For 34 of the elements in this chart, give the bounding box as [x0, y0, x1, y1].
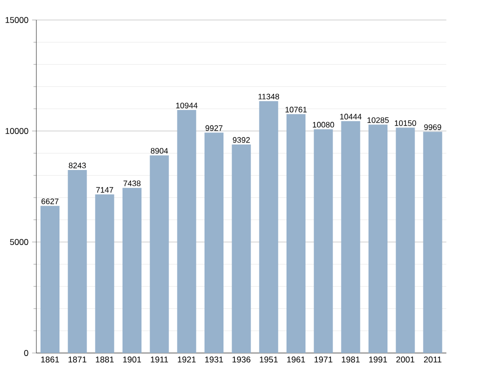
x-tick-label: 1861	[41, 356, 59, 363]
bar	[40, 206, 60, 353]
x-tick-label: 1911	[150, 356, 168, 363]
bar	[232, 144, 251, 353]
x-tick-label: 2011	[424, 356, 442, 363]
x-tick-label: 1961	[287, 356, 306, 363]
x-tick-label: 2001	[396, 356, 414, 363]
bar	[68, 170, 87, 353]
y-tick-label: 5000	[10, 239, 28, 245]
y-tick-label: 15000	[6, 17, 28, 23]
x-tick-label: 1991	[369, 356, 388, 363]
bar	[204, 132, 224, 353]
x-tick-label: 1931	[205, 356, 224, 363]
bar	[368, 124, 388, 353]
bar	[314, 129, 333, 353]
x-tick-label: 1951	[260, 356, 278, 363]
bar	[286, 114, 306, 353]
x-tick-label: 1921	[178, 356, 196, 363]
x-tick-label: 1971	[314, 356, 332, 363]
x-tick-label: 1936	[232, 356, 250, 363]
bar	[259, 101, 278, 353]
x-tick-label: 1981	[342, 356, 360, 363]
x-tick-label: 1901	[123, 356, 142, 363]
bar	[150, 155, 169, 353]
y-tick-label: 10000	[6, 128, 28, 134]
x-tick-label: 1881	[96, 356, 114, 363]
bar	[396, 128, 415, 353]
bar	[177, 110, 196, 353]
bar	[341, 121, 360, 353]
bar	[95, 194, 114, 353]
bar	[423, 132, 442, 353]
bar	[122, 188, 142, 353]
x-tick-label: 1871	[68, 356, 86, 363]
y-tick-label: 0	[24, 350, 28, 356]
